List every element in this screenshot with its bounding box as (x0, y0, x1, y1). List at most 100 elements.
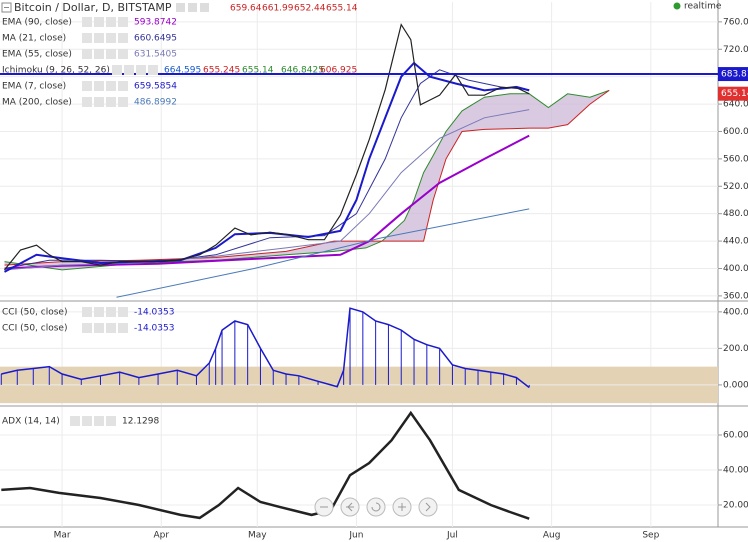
y-tick-label: 40.0000 (723, 465, 748, 475)
status-dot (673, 2, 681, 10)
legend-name: CCI (50, close) (2, 324, 67, 334)
y-tick-label: 440.00 (723, 237, 748, 247)
indicator-line (4, 69, 530, 269)
legend-icon[interactable] (124, 65, 134, 75)
legend-icon[interactable] (118, 33, 128, 43)
legend-icon[interactable] (118, 323, 128, 333)
y-tick-label: 640.00 (723, 100, 748, 110)
legend-icon[interactable] (94, 17, 104, 27)
ohlc-value: 655.14 (326, 4, 358, 14)
nav-button[interactable] (366, 497, 386, 517)
legend-icon[interactable] (118, 17, 128, 27)
legend-icon[interactable] (118, 81, 128, 91)
cloud-fill (4, 90, 610, 270)
legend-icon[interactable] (82, 17, 92, 27)
x-tick-label: Jul (446, 531, 458, 541)
legend-icon[interactable] (136, 65, 146, 75)
legend-icon[interactable] (94, 323, 104, 333)
legend-value: 486.8992 (134, 98, 177, 108)
legend-icon[interactable] (106, 416, 116, 426)
y-tick-label: 0.0000 (723, 380, 748, 390)
y-tick-label: 720.00 (723, 45, 748, 55)
indicator-line (4, 109, 530, 271)
legend-icon[interactable] (148, 65, 158, 75)
legend-icon[interactable] (82, 307, 92, 317)
legend-name: EMA (90, close) (2, 18, 72, 28)
legend-icon[interactable] (176, 3, 185, 12)
legend-name: MA (200, close) (2, 98, 72, 108)
y-tick-label: 60.0000 (723, 430, 748, 440)
legend-icon[interactable] (118, 49, 128, 59)
legend-value: 655.14 (242, 66, 274, 76)
y-tick-label: 400.0000 (723, 307, 748, 317)
legend-name: EMA (55, close) (2, 50, 72, 60)
legend-icon[interactable] (94, 97, 104, 107)
legend-name: CCI (50, close) (2, 308, 67, 318)
legend-icon[interactable] (118, 307, 128, 317)
legend-icon[interactable] (82, 33, 92, 43)
x-tick-label: Jun (348, 531, 363, 541)
legend-icon[interactable] (94, 416, 104, 426)
y-tick-label: 200.0000 (723, 344, 748, 354)
price-line (4, 23, 530, 271)
legend-icon[interactable] (82, 81, 92, 91)
ohlc-value: 659.64 (230, 4, 262, 14)
ohlc-value: 661.99 (262, 4, 294, 14)
x-tick-label: Apr (153, 531, 169, 541)
legend-icon[interactable] (94, 49, 104, 59)
ichimoku-span-a (4, 89, 610, 271)
adx-line (1, 410, 530, 520)
legend-icon[interactable] (200, 3, 209, 12)
ohlc-value: 652.44 (294, 4, 326, 14)
ichimoku-span-b (4, 89, 610, 266)
legend-icon[interactable] (106, 81, 116, 91)
y-tick-label: 480.00 (723, 209, 748, 219)
legend-name: Ichimoku (9, 26, 52, 26) (2, 66, 110, 76)
y-tick-label: 400.00 (723, 264, 748, 274)
legend-icon[interactable] (106, 97, 116, 107)
legend-icon[interactable] (94, 33, 104, 43)
legend-icon[interactable] (106, 307, 116, 317)
collapse-button[interactable] (1, 2, 12, 13)
legend-value: 664.595 (164, 66, 201, 76)
legend-icon[interactable] (106, 49, 116, 59)
legend-icon[interactable] (82, 416, 92, 426)
legend-value: -14.0353 (134, 324, 174, 334)
legend-icon[interactable] (94, 307, 104, 317)
legend-value: 12.1298 (122, 417, 159, 427)
legend-icon[interactable] (106, 17, 116, 27)
legend-icon[interactable] (70, 416, 80, 426)
price-level-box (718, 67, 748, 82)
legend-icon[interactable] (188, 3, 197, 12)
legend-value: 593.8742 (134, 18, 177, 28)
y-tick-label: 560.00 (723, 154, 748, 164)
x-tick-label: Aug (543, 531, 561, 541)
y-tick-label: 600.00 (723, 127, 748, 137)
nav-buttons (314, 497, 438, 517)
legend-icon[interactable] (82, 49, 92, 59)
nav-button[interactable] (418, 497, 438, 517)
legend-name: ADX (14, 14) (2, 417, 60, 427)
last-price-label: 655.14 (721, 89, 748, 99)
legend-icon[interactable] (118, 97, 128, 107)
legend-name: MA (21, close) (2, 34, 66, 44)
legend-icon[interactable] (94, 81, 104, 91)
y-tick-label: 20.0000 (723, 500, 748, 510)
legend-icon[interactable] (82, 97, 92, 107)
legend-icon[interactable] (106, 33, 116, 43)
status: realtime (684, 2, 722, 12)
legend-icon[interactable] (112, 65, 122, 75)
y-tick-label: 360.00 (723, 291, 748, 301)
legend-value: 659.5854 (134, 82, 177, 92)
legend-icon[interactable] (82, 323, 92, 333)
indicator-line (4, 134, 530, 270)
nav-icons (320, 502, 431, 512)
legend-value: 655.245 (203, 66, 240, 76)
cci-line (1, 307, 530, 389)
legend-icon[interactable] (106, 323, 116, 333)
indicator-line (116, 208, 530, 298)
x-tick-label: Mar (54, 531, 71, 541)
x-tick-label: May (248, 531, 267, 541)
